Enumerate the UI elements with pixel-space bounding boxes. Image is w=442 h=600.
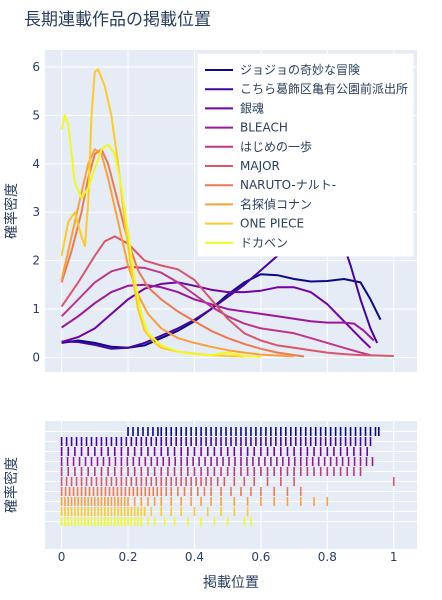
legend-label: ジョジョの奇妙な冒険 (240, 63, 360, 77)
y-tick-label: 3 (32, 205, 40, 219)
legend-label: 銀魂 (240, 100, 264, 115)
x-tick-label: 0.8 (318, 550, 337, 564)
legend-label: こちら葛飾区亀有公園前派出所 (240, 81, 408, 96)
y-tick-label: 4 (32, 157, 40, 171)
x-axis-title: 掲載位置 (203, 575, 259, 591)
legend-label: BLEACH (240, 121, 288, 135)
legend-label: ドカベン (240, 236, 288, 250)
top-y-axis-title: 確率密度 (3, 183, 20, 239)
x-tick-label: 1 (390, 550, 398, 564)
y-tick-label: 1 (32, 302, 40, 316)
density-line (61, 281, 372, 349)
density-line (61, 273, 382, 349)
bottom-y-axis-title: 確率密度 (3, 457, 20, 513)
x-tick-label: 0 (58, 550, 66, 564)
density-line (61, 283, 375, 342)
y-tick-label: 2 (32, 254, 40, 268)
density-line (60, 235, 394, 357)
density-line (60, 114, 261, 358)
x-tick-label: 0.6 (251, 550, 270, 564)
x-ticks: 0 0.2 0.4 0.6 0.8 1 (58, 550, 398, 564)
chart-title: 長期連載作品の掲載位置 (24, 10, 211, 30)
legend-label: MAJOR (240, 159, 280, 173)
top-y-ticks: 0 1 2 3 4 5 6 (32, 60, 40, 365)
density-line (60, 265, 371, 357)
rug-marks (60, 427, 395, 526)
legend-label: ONE PIECE (240, 217, 304, 231)
y-tick-label: 5 (32, 108, 40, 122)
legend-box (197, 53, 414, 257)
legend-label: 名探偵コナン (240, 196, 312, 211)
legend-label: はじめの一歩 (240, 139, 312, 154)
legend-label: NARUTO-ナルト- (240, 178, 336, 192)
x-tick-label: 0.4 (185, 550, 204, 564)
y-tick-label: 6 (32, 60, 40, 74)
y-tick-label: 0 (32, 350, 40, 364)
density-lines (60, 68, 394, 358)
x-tick-label: 0.2 (118, 550, 137, 564)
